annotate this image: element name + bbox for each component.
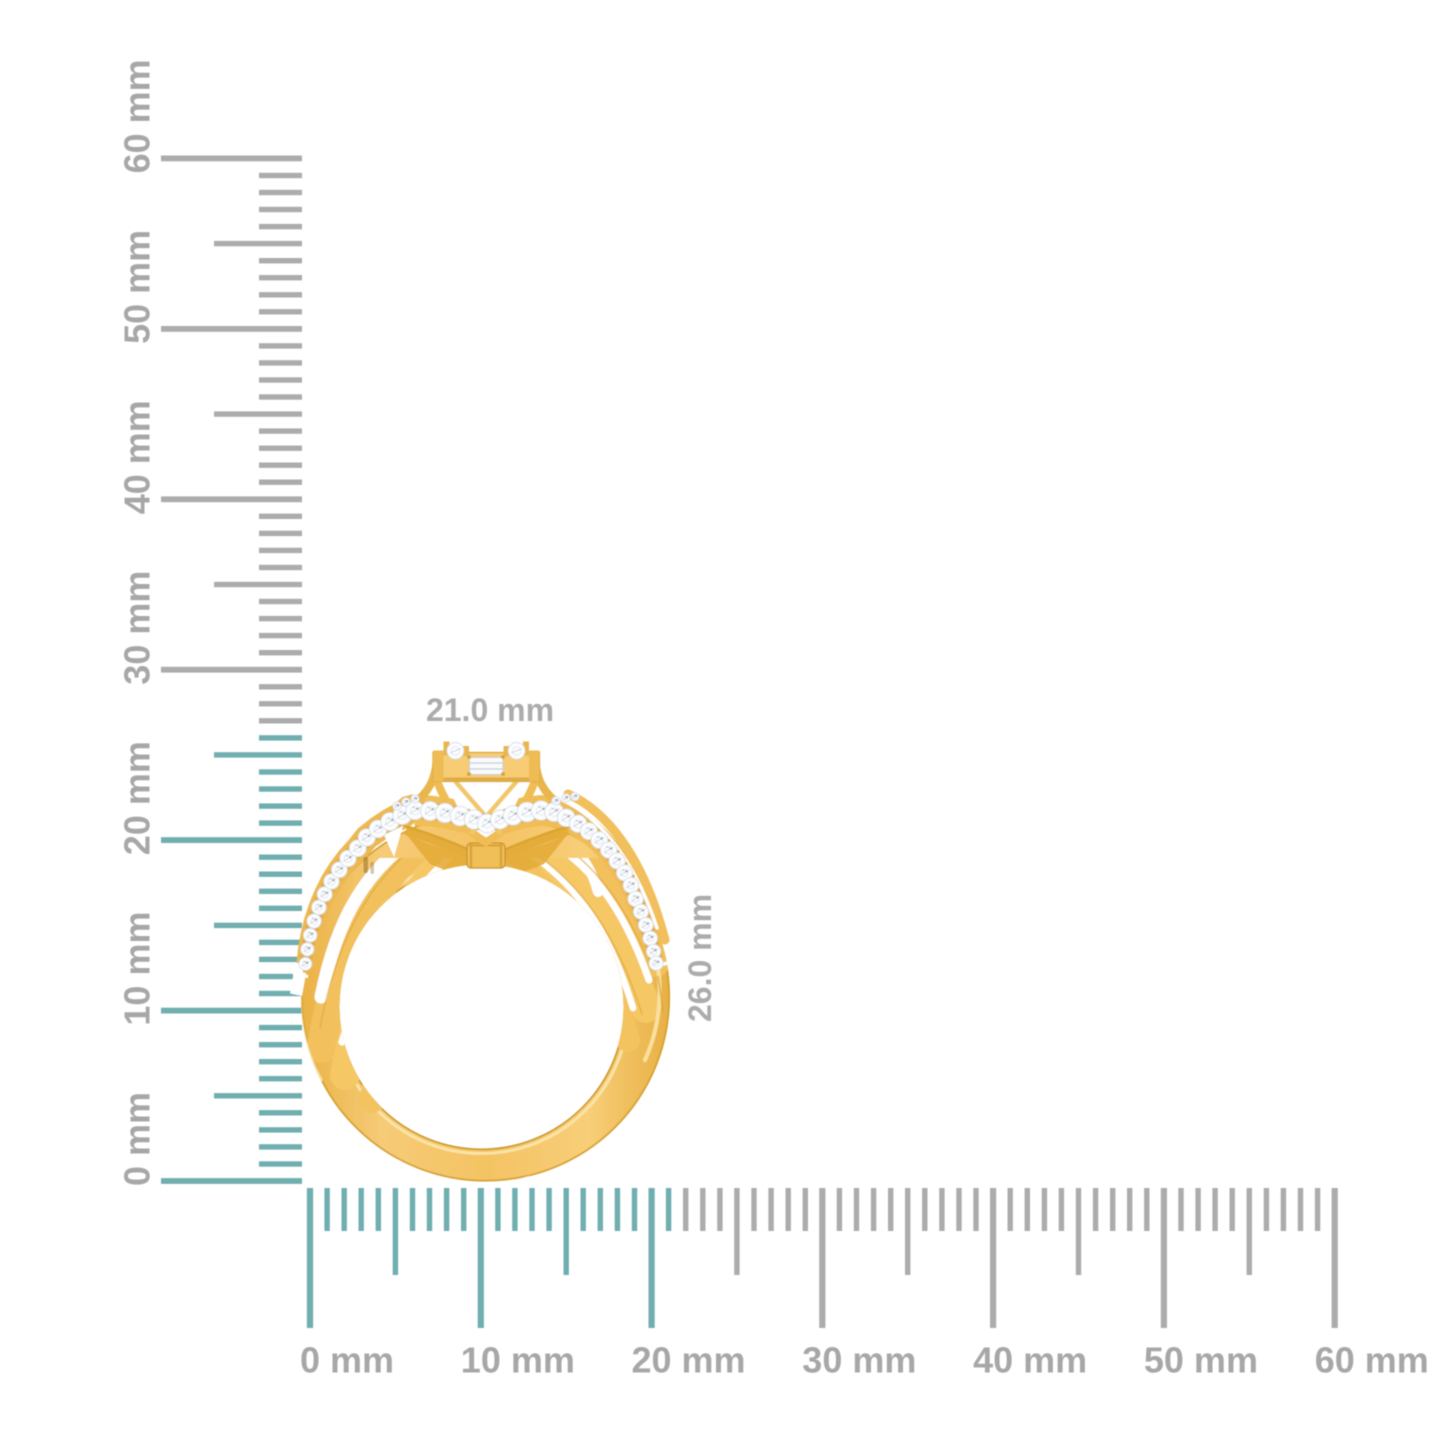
svg-text:20 mm: 20 mm [117,741,158,855]
svg-text:40 mm: 40 mm [117,400,158,514]
svg-text:30 mm: 30 mm [802,1340,916,1381]
svg-text:0 mm: 0 mm [300,1340,394,1381]
svg-text:40 mm: 40 mm [973,1340,1087,1381]
svg-text:21.0 mm: 21.0 mm [426,692,554,728]
svg-text:60 mm: 60 mm [1315,1340,1429,1381]
svg-text:20 mm: 20 mm [632,1340,746,1381]
svg-text:26.0 mm: 26.0 mm [682,894,718,1022]
svg-text:10 mm: 10 mm [461,1340,575,1381]
svg-text:60 mm: 60 mm [117,59,158,173]
svg-text:30 mm: 30 mm [117,571,158,685]
svg-text:50 mm: 50 mm [1144,1340,1258,1381]
svg-text:50 mm: 50 mm [117,230,158,344]
svg-text:10 mm: 10 mm [117,912,158,1026]
svg-text:0 mm: 0 mm [117,1092,158,1186]
